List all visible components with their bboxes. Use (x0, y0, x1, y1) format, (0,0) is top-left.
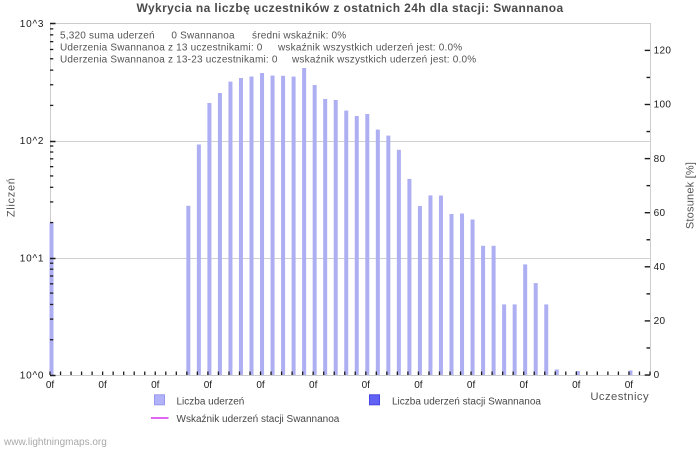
svg-text:0f: 0f (151, 380, 160, 391)
svg-text:0f: 0f (98, 380, 107, 391)
svg-text:40: 40 (654, 262, 666, 273)
svg-text:Liczba uderzeń stacji Swannano: Liczba uderzeń stacji Swannanoa (392, 397, 541, 408)
svg-text:10^0: 10^0 (20, 371, 45, 382)
svg-text:0f: 0f (625, 380, 634, 391)
svg-text:Stosunek [%]: Stosunek [%] (685, 162, 697, 229)
svg-text:120: 120 (654, 46, 672, 57)
svg-text:0: 0 (654, 370, 660, 381)
svg-text:Zliczeń: Zliczeń (5, 177, 17, 217)
svg-text:wskaźnik wszystkich uderzeń je: wskaźnik wszystkich uderzeń jest: 0.0% (291, 55, 476, 66)
svg-text:80: 80 (654, 154, 666, 165)
svg-text:60: 60 (654, 208, 666, 219)
svg-text:0f: 0f (362, 380, 371, 391)
svg-text:wskaźnik wszystkich uderzeń je: wskaźnik wszystkich uderzeń jest: 0.0% (277, 43, 462, 54)
svg-text:Liczba uderzeń: Liczba uderzeń (177, 397, 245, 408)
svg-text:średni wskaźnik: 0%: średni wskaźnik: 0% (252, 30, 346, 41)
svg-text:0f: 0f (572, 380, 581, 391)
svg-text:Wskaźnik uderzeń stacji Swanna: Wskaźnik uderzeń stacji Swannanoa (177, 414, 340, 425)
svg-text:0 Swannanoa: 0 Swannanoa (171, 30, 235, 41)
svg-text:0f: 0f (414, 380, 423, 391)
svg-text:0f: 0f (204, 380, 213, 391)
svg-text:0f: 0f (46, 380, 55, 391)
svg-text:20: 20 (654, 316, 666, 327)
svg-text:10^2: 10^2 (20, 136, 45, 147)
svg-text:Uczestnicy: Uczestnicy (590, 391, 649, 403)
svg-text:0f: 0f (467, 380, 476, 391)
svg-text:Uderzenia Swannanoa z 13-23 uc: Uderzenia Swannanoa z 13-23 uczestnikami… (60, 55, 278, 66)
svg-text:10^3: 10^3 (20, 19, 45, 30)
svg-text:0f: 0f (256, 380, 265, 391)
svg-text:10^1: 10^1 (20, 253, 45, 264)
svg-text:www.lightningmaps.org: www.lightningmaps.org (3, 437, 107, 448)
svg-text:0f: 0f (309, 380, 318, 391)
svg-text:0f: 0f (520, 380, 529, 391)
svg-text:5,320 suma uderzeń: 5,320 suma uderzeń (60, 30, 155, 41)
svg-text:Wykrycia na liczbę uczestników: Wykrycia na liczbę uczestników z ostatni… (136, 1, 563, 15)
svg-text:100: 100 (654, 100, 672, 111)
svg-text:Uderzenia Swannanoa z 13 uczes: Uderzenia Swannanoa z 13 uczestnikami: 0 (60, 43, 263, 54)
